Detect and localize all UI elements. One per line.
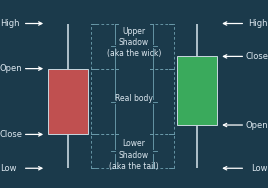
Bar: [48, 69, 88, 134]
Text: Low: Low: [251, 164, 268, 173]
Text: Open: Open: [0, 64, 23, 73]
Text: High: High: [0, 19, 20, 28]
Text: High: High: [248, 19, 268, 28]
Text: Low: Low: [0, 164, 17, 173]
Text: Open: Open: [245, 121, 268, 130]
Text: Real body: Real body: [115, 94, 153, 103]
Text: Lower
Shadow
(aka the tail): Lower Shadow (aka the tail): [109, 139, 159, 171]
Text: Close: Close: [0, 130, 23, 139]
Text: Upper
Shadow
(aka the wick): Upper Shadow (aka the wick): [107, 27, 161, 58]
Bar: [177, 56, 217, 125]
Text: Close: Close: [245, 52, 268, 61]
